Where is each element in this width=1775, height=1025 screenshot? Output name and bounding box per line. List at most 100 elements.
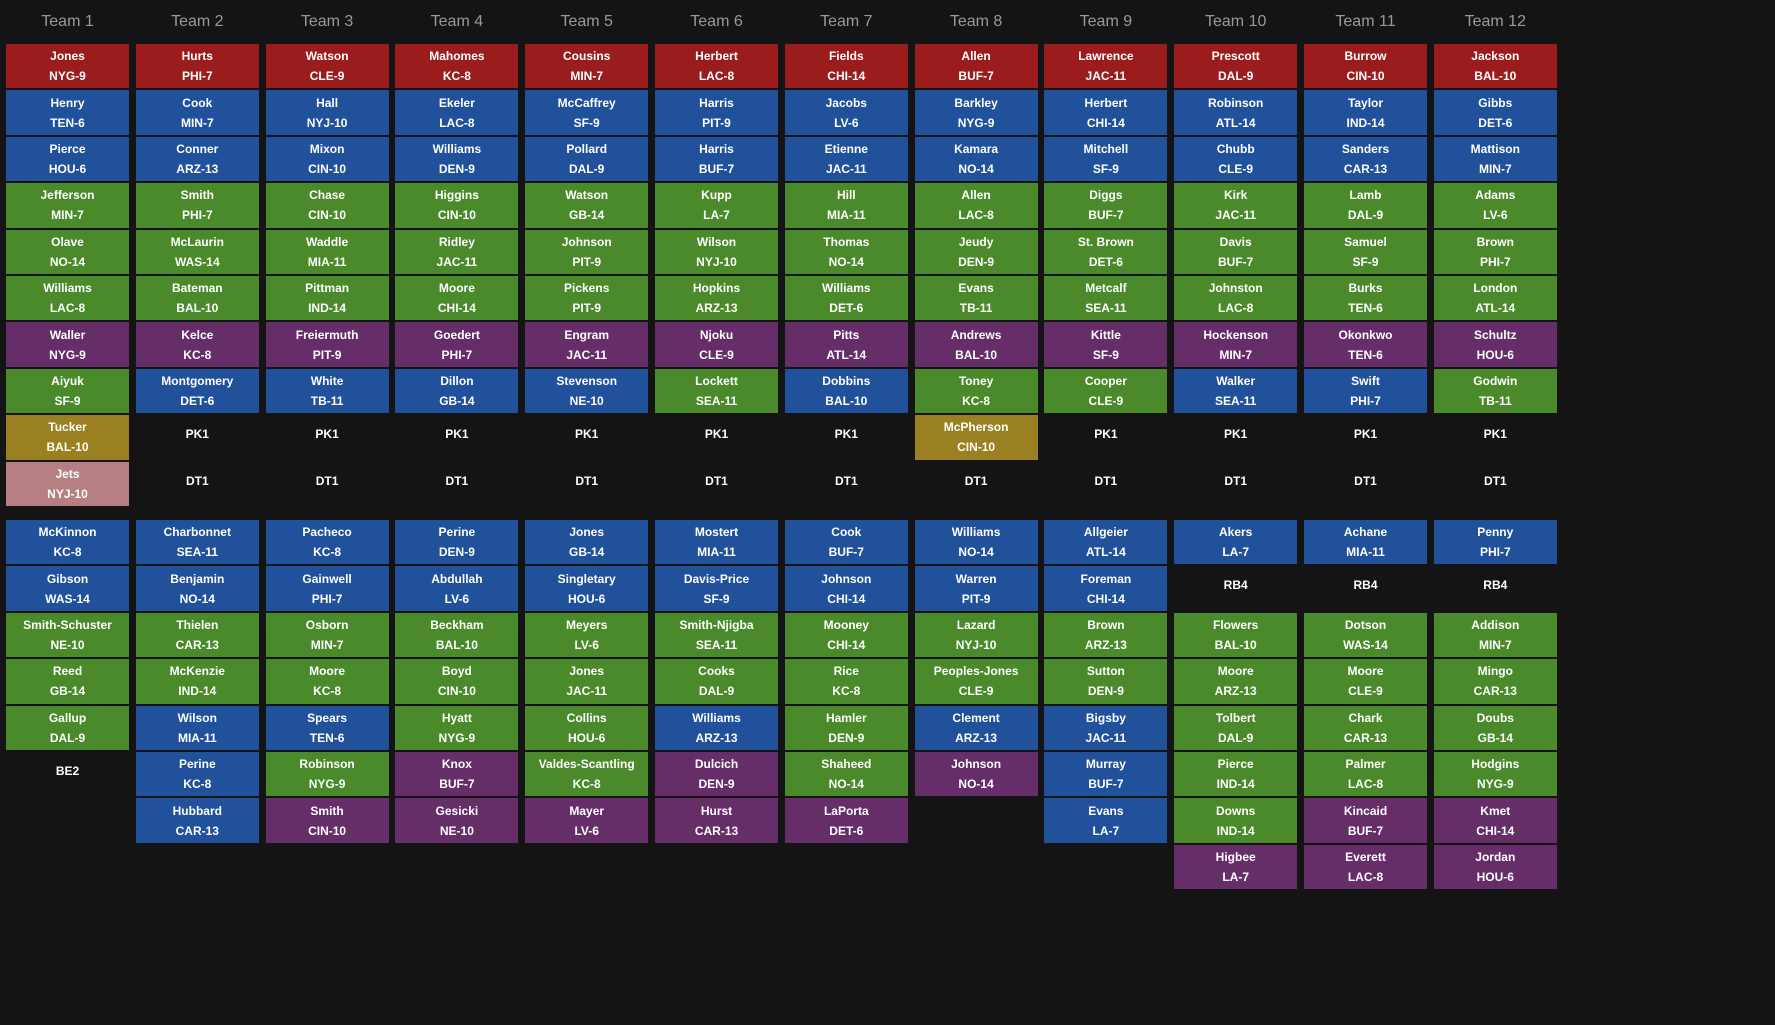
player-cell[interactable]: London ATL-14 [1433, 276, 1557, 321]
empty-roster-slot[interactable]: DT1 [655, 462, 778, 506]
player-cell[interactable]: Smith-Schuster NE-10 [6, 612, 129, 658]
player-cell[interactable]: Foreman CHI-14 [1044, 566, 1168, 611]
player-cell[interactable]: Hockenson MIN-7 [1174, 322, 1298, 367]
player-cell[interactable]: Mattison MIN-7 [1433, 136, 1557, 182]
player-cell[interactable]: Conner ARZ-13 [135, 136, 259, 182]
player-cell[interactable]: Brown ARZ-13 [1044, 612, 1168, 658]
player-cell[interactable]: Jets NYJ-10 [6, 461, 129, 506]
player-cell[interactable]: Everett LAC-8 [1304, 844, 1427, 890]
player-cell[interactable]: Wilson NYJ-10 [655, 229, 778, 274]
player-cell[interactable]: Freiermuth PIT-9 [265, 322, 389, 367]
player-cell[interactable]: Mingo CAR-13 [1433, 659, 1557, 704]
player-cell[interactable]: Lawrence JAC-11 [1044, 44, 1168, 89]
player-cell[interactable]: Herbert LAC-8 [655, 44, 778, 89]
player-cell[interactable]: Williams DEN-9 [395, 136, 519, 182]
player-cell[interactable]: Watson CLE-9 [265, 44, 389, 89]
player-cell[interactable]: Hubbard CAR-13 [135, 798, 259, 843]
player-cell[interactable]: Cooks DAL-9 [655, 659, 778, 704]
player-cell[interactable]: Schultz HOU-6 [1433, 322, 1557, 367]
empty-roster-slot[interactable]: DT1 [266, 462, 389, 506]
player-cell[interactable]: Penny PHI-7 [1433, 520, 1557, 565]
player-cell[interactable]: Smith CIN-10 [265, 798, 389, 843]
player-cell[interactable]: Cook BUF-7 [784, 520, 908, 565]
player-cell[interactable]: Kupp LA-7 [655, 183, 778, 228]
player-cell[interactable]: Dotson WAS-14 [1304, 612, 1427, 658]
player-cell[interactable]: Jones JAC-11 [525, 659, 649, 704]
player-cell[interactable]: Evans LA-7 [1044, 798, 1168, 843]
player-cell[interactable]: Kamara NO-14 [914, 136, 1038, 182]
player-cell[interactable]: Olave NO-14 [6, 229, 129, 274]
empty-roster-slot[interactable]: DT1 [785, 462, 908, 506]
player-cell[interactable]: Thomas NO-14 [784, 229, 908, 274]
player-cell[interactable]: Spears TEN-6 [265, 705, 389, 750]
player-cell[interactable]: McKenzie IND-14 [135, 659, 259, 704]
player-cell[interactable]: Dulcich DEN-9 [655, 752, 778, 797]
player-cell[interactable]: Hurts PHI-7 [135, 44, 259, 89]
player-cell[interactable]: Mixon CIN-10 [265, 136, 389, 182]
player-cell[interactable]: Charbonnet SEA-11 [135, 520, 259, 565]
player-cell[interactable]: Cousins MIN-7 [525, 44, 649, 89]
player-cell[interactable]: Robinson ATL-14 [1174, 90, 1298, 135]
player-cell[interactable]: Watson GB-14 [525, 183, 649, 228]
empty-roster-slot[interactable]: PK1 [525, 415, 648, 459]
player-cell[interactable]: Mahomes KC-8 [395, 44, 519, 89]
player-cell[interactable]: Engram JAC-11 [525, 322, 649, 367]
player-cell[interactable]: Barkley NYG-9 [914, 90, 1038, 135]
player-cell[interactable]: Osborn MIN-7 [265, 612, 389, 658]
empty-roster-slot[interactable]: PK1 [655, 415, 778, 459]
player-cell[interactable]: Chase CIN-10 [265, 183, 389, 228]
player-cell[interactable]: Johnson NO-14 [914, 752, 1038, 797]
player-cell[interactable]: Burks TEN-6 [1304, 276, 1427, 321]
player-cell[interactable]: Sanders CAR-13 [1304, 136, 1427, 182]
empty-roster-slot[interactable]: DT1 [395, 462, 518, 506]
player-cell[interactable]: Jones NYG-9 [6, 44, 129, 89]
player-cell[interactable]: Pacheco KC-8 [265, 520, 389, 565]
player-cell[interactable]: Moore CLE-9 [1304, 659, 1427, 704]
player-cell[interactable]: Johnson PIT-9 [525, 229, 649, 274]
player-cell[interactable]: Murray BUF-7 [1044, 752, 1168, 797]
player-cell[interactable]: Allen LAC-8 [914, 183, 1038, 228]
player-cell[interactable]: Mooney CHI-14 [784, 612, 908, 658]
empty-roster-slot[interactable]: RB4 [1434, 566, 1557, 610]
player-cell[interactable]: Bateman BAL-10 [135, 276, 259, 321]
player-cell[interactable]: Hodgins NYG-9 [1433, 752, 1557, 797]
player-cell[interactable]: Gesicki NE-10 [395, 798, 519, 843]
player-cell[interactable]: Mostert MIA-11 [655, 520, 778, 565]
player-cell[interactable]: Hyatt NYG-9 [395, 705, 519, 750]
player-cell[interactable]: Rice KC-8 [784, 659, 908, 704]
player-cell[interactable]: Chubb CLE-9 [1174, 136, 1298, 182]
player-cell[interactable]: Cooper CLE-9 [1044, 368, 1168, 414]
player-cell[interactable]: Johnston LAC-8 [1174, 276, 1298, 321]
player-cell[interactable]: Adams LV-6 [1433, 183, 1557, 228]
player-cell[interactable]: Sutton DEN-9 [1044, 659, 1168, 704]
player-cell[interactable]: Kmet CHI-14 [1433, 798, 1557, 843]
player-cell[interactable]: Thielen CAR-13 [135, 612, 259, 658]
player-cell[interactable]: Pierce IND-14 [1174, 752, 1298, 797]
player-cell[interactable]: Benjamin NO-14 [135, 566, 259, 611]
player-cell[interactable]: Swift PHI-7 [1304, 368, 1427, 414]
player-cell[interactable]: Pittman IND-14 [265, 276, 389, 321]
player-cell[interactable]: Stevenson NE-10 [525, 368, 649, 414]
empty-roster-slot[interactable]: PK1 [136, 415, 259, 459]
player-cell[interactable]: Njoku CLE-9 [655, 322, 778, 367]
player-cell[interactable]: Gainwell PHI-7 [265, 566, 389, 611]
player-cell[interactable]: Kittle SF-9 [1044, 322, 1168, 367]
player-cell[interactable]: Etienne JAC-11 [784, 136, 908, 182]
player-cell[interactable]: Tucker BAL-10 [6, 415, 129, 460]
player-cell[interactable]: Samuel SF-9 [1304, 229, 1427, 274]
player-cell[interactable]: Boyd CIN-10 [395, 659, 519, 704]
player-cell[interactable]: Mayer LV-6 [525, 798, 649, 843]
player-cell[interactable]: Beckham BAL-10 [395, 612, 519, 658]
player-cell[interactable]: Williams LAC-8 [6, 276, 129, 321]
player-cell[interactable]: Johnson CHI-14 [784, 566, 908, 611]
empty-roster-slot[interactable]: BE2 [6, 752, 129, 796]
player-cell[interactable]: Taylor IND-14 [1304, 90, 1427, 135]
player-cell[interactable]: Gibbs DET-6 [1433, 90, 1557, 135]
player-cell[interactable]: Davis-Price SF-9 [655, 566, 778, 611]
player-cell[interactable]: Lamb DAL-9 [1304, 183, 1427, 228]
player-cell[interactable]: Dillon GB-14 [395, 368, 519, 414]
player-cell[interactable]: Burrow CIN-10 [1304, 44, 1427, 89]
empty-roster-slot[interactable]: PK1 [1174, 415, 1297, 459]
player-cell[interactable]: Reed GB-14 [6, 659, 129, 704]
player-cell[interactable]: Allen BUF-7 [914, 44, 1038, 89]
